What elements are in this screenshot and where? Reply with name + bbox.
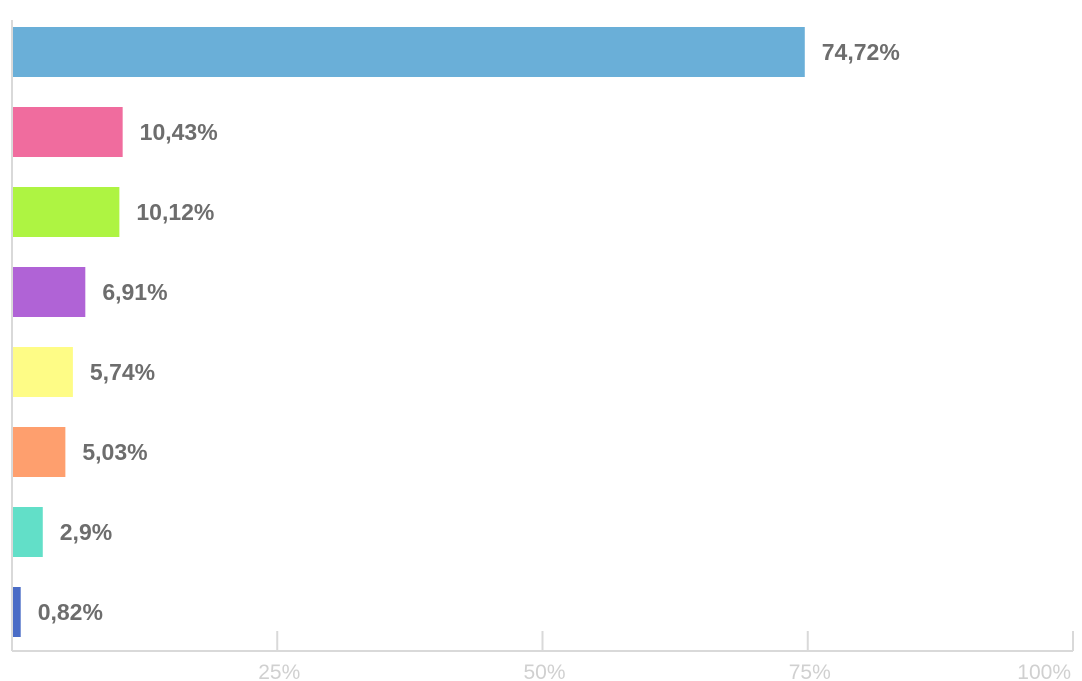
x-tick-label-4: 100% [1017,661,1071,681]
x-tick-label-2: 50% [523,661,565,681]
x-tick-label-1: 25% [258,661,300,681]
bar-8 [12,587,21,637]
x-axis: 25% 50% 75% 100% [11,20,1074,681]
bar-value-label-4: 6,91% [102,279,167,305]
bar-value-label-8: 0,82% [38,599,103,625]
bar-7 [12,507,43,557]
bar-value-label-7: 2,9% [60,519,112,545]
bar-3 [12,187,120,237]
bar-2 [12,107,123,157]
bar-value-label-3: 10,12% [136,199,214,225]
bar-value-label-2: 10,43% [140,119,218,145]
bar-5 [12,347,73,397]
bars-group: 74,72% 10,43% 10,12% 6,91% 5,74% 5,03% 2,9% 0,8… [12,27,900,637]
bar-value-label-6: 5,03% [82,439,147,465]
bar-value-label-5: 5,74% [90,359,155,385]
bar-value-label-1: 74,72% [822,39,900,65]
bar-1 [12,27,805,77]
bar-6 [12,427,66,477]
bar-4 [12,267,86,317]
x-tick-label-3: 75% [789,661,831,681]
